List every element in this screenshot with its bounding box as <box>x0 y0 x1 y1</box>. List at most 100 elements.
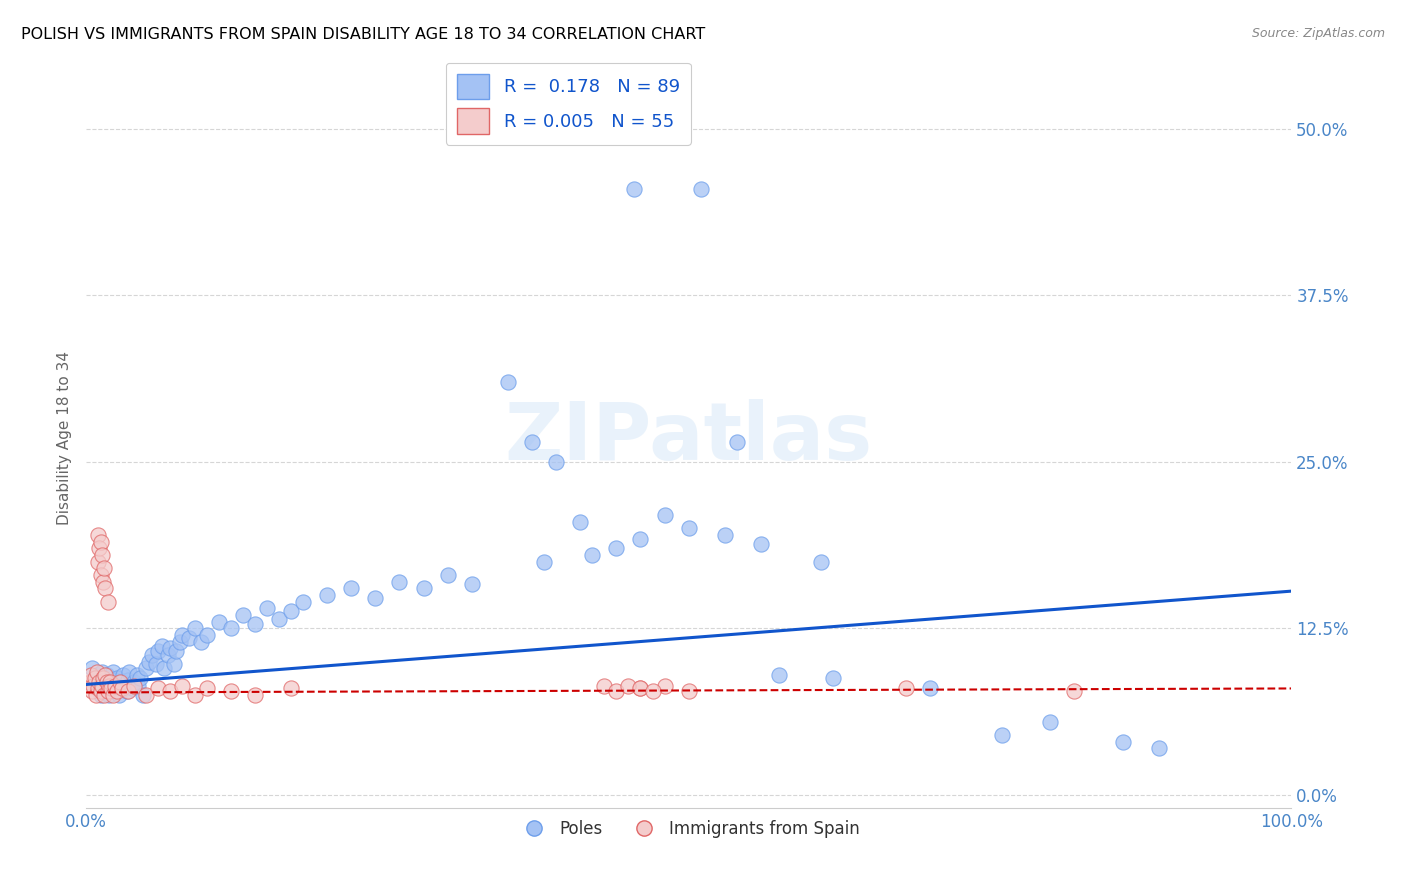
Point <box>190 634 212 648</box>
Point <box>630 532 652 546</box>
Point <box>749 537 772 551</box>
Point <box>436 568 458 582</box>
Point <box>108 674 131 689</box>
Point <box>714 528 737 542</box>
Point <box>90 534 112 549</box>
Point <box>121 681 143 696</box>
Point <box>219 684 242 698</box>
Point <box>148 644 170 658</box>
Point <box>725 434 748 449</box>
Point <box>100 681 122 696</box>
Point <box>894 681 917 696</box>
Point <box>115 684 138 698</box>
Point <box>96 674 118 689</box>
Text: Source: ZipAtlas.com: Source: ZipAtlas.com <box>1251 27 1385 40</box>
Point <box>340 582 363 596</box>
Point <box>141 648 163 662</box>
Point <box>79 674 101 689</box>
Point <box>243 617 266 632</box>
Point <box>195 681 218 696</box>
Point <box>107 671 129 685</box>
Point <box>84 688 107 702</box>
Point <box>104 679 127 693</box>
Point <box>127 679 149 693</box>
Point <box>91 671 114 685</box>
Point <box>82 661 104 675</box>
Point <box>114 679 136 693</box>
Point <box>129 671 152 685</box>
Point <box>103 684 125 698</box>
Text: ZIPatlas: ZIPatlas <box>505 400 873 477</box>
Point <box>810 555 832 569</box>
Point <box>104 673 127 688</box>
Point <box>87 555 110 569</box>
Point <box>654 508 676 523</box>
Point <box>117 673 139 688</box>
Point <box>125 668 148 682</box>
Point <box>195 628 218 642</box>
Point <box>97 671 120 685</box>
Point <box>98 674 121 689</box>
Point <box>124 674 146 689</box>
Point <box>153 661 176 675</box>
Point <box>166 644 188 658</box>
Point <box>1147 741 1170 756</box>
Point <box>111 681 134 696</box>
Point <box>145 657 167 672</box>
Point <box>823 671 845 685</box>
Point <box>163 657 186 672</box>
Point <box>90 548 112 562</box>
Point <box>89 541 111 556</box>
Point <box>496 375 519 389</box>
Y-axis label: Disability Age 18 to 34: Disability Age 18 to 34 <box>58 351 72 525</box>
Point <box>90 688 112 702</box>
Point <box>100 681 122 696</box>
Point <box>412 582 434 596</box>
Point <box>256 601 278 615</box>
Point <box>172 628 194 642</box>
Point <box>135 661 157 675</box>
Point <box>82 684 104 698</box>
Point <box>605 684 627 698</box>
Point <box>991 728 1014 742</box>
Point <box>364 591 387 605</box>
Text: POLISH VS IMMIGRANTS FROM SPAIN DISABILITY AGE 18 TO 34 CORRELATION CHART: POLISH VS IMMIGRANTS FROM SPAIN DISABILI… <box>21 27 706 42</box>
Point <box>630 681 652 696</box>
Point <box>132 688 155 702</box>
Point <box>768 668 790 682</box>
Point <box>280 604 302 618</box>
Point <box>267 612 290 626</box>
Point <box>117 684 139 698</box>
Point <box>630 681 652 696</box>
Point <box>219 622 242 636</box>
Point <box>1111 735 1133 749</box>
Point <box>159 641 181 656</box>
Point <box>101 665 124 680</box>
Point <box>80 668 103 682</box>
Point <box>678 684 700 698</box>
Point <box>108 681 131 696</box>
Point <box>82 679 104 693</box>
Point <box>86 668 108 682</box>
Point <box>83 674 105 689</box>
Point <box>183 622 205 636</box>
Point <box>1063 684 1085 698</box>
Point <box>107 684 129 698</box>
Point <box>107 688 129 702</box>
Point <box>280 681 302 696</box>
Point <box>157 648 180 662</box>
Point <box>97 595 120 609</box>
Point <box>91 674 114 689</box>
Point <box>461 577 484 591</box>
Point <box>617 679 640 693</box>
Point <box>546 455 568 469</box>
Point <box>654 679 676 693</box>
Point <box>172 679 194 693</box>
Point <box>87 528 110 542</box>
Point <box>150 639 173 653</box>
Point <box>94 668 117 682</box>
Point <box>689 181 711 195</box>
Point <box>91 574 114 589</box>
Legend: Poles, Immigrants from Spain: Poles, Immigrants from Spain <box>510 814 866 845</box>
Point <box>183 688 205 702</box>
